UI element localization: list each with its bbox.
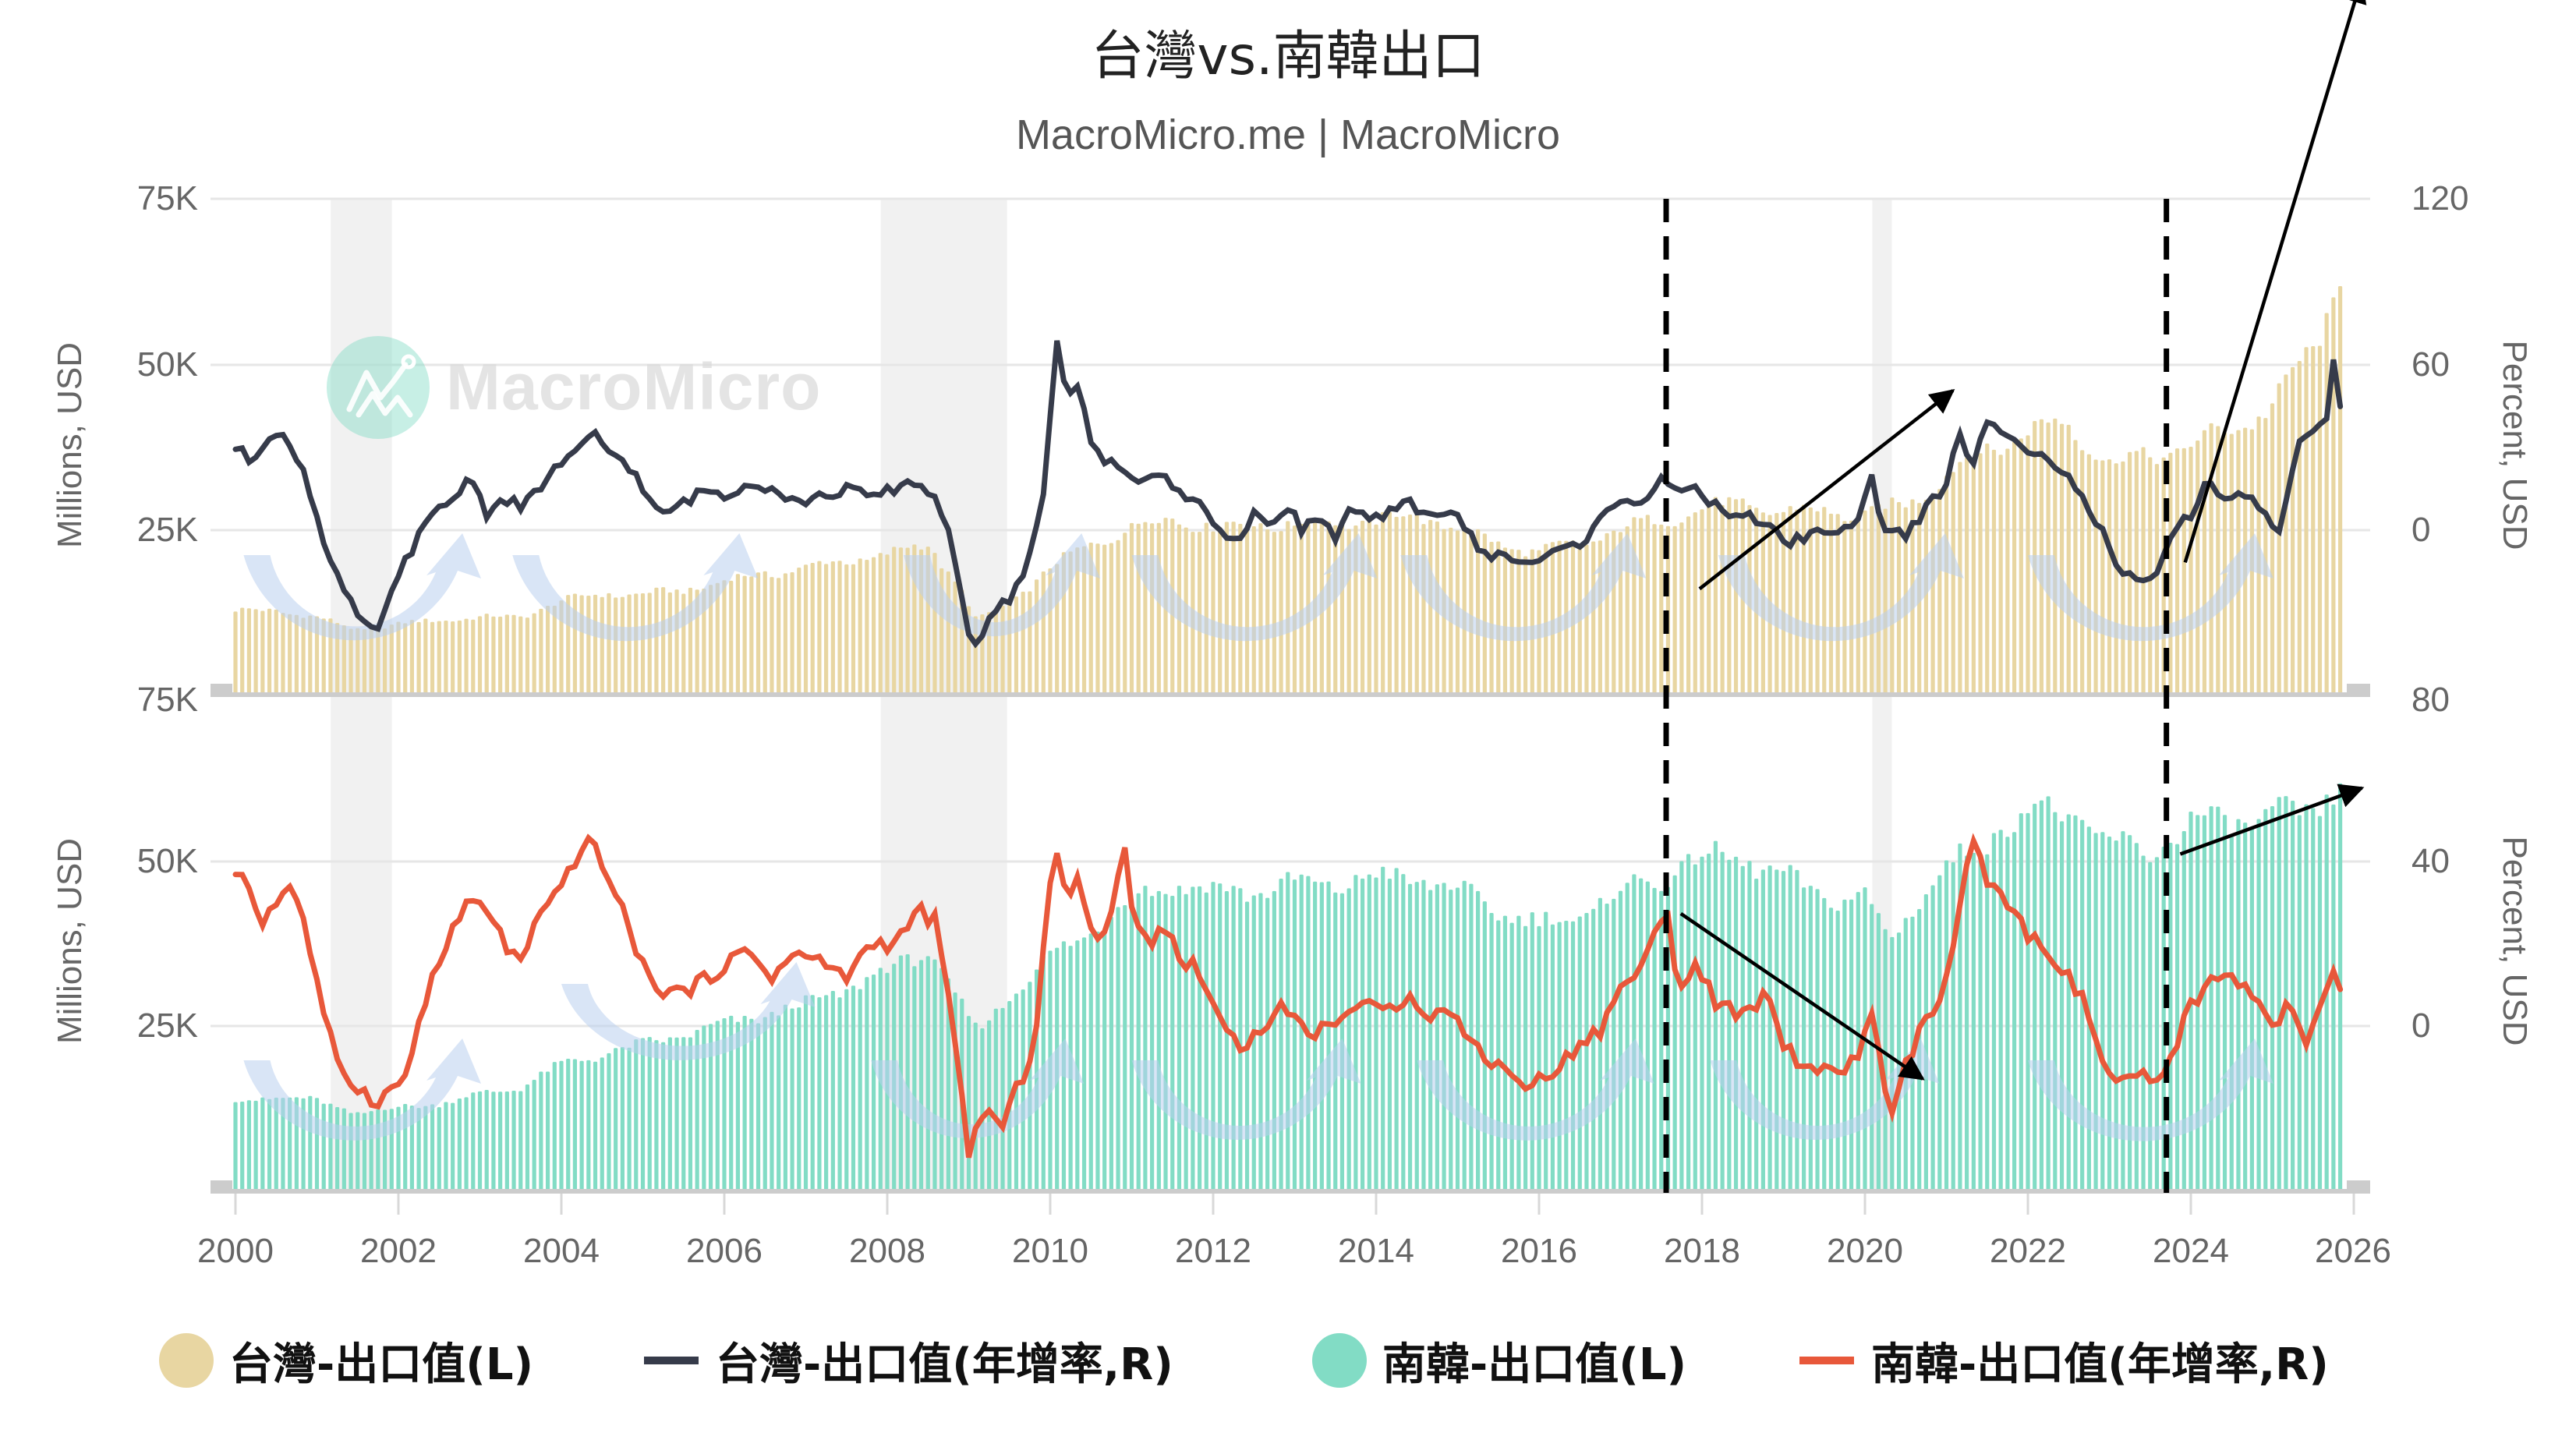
- x-tick-2020: 2020: [1827, 1232, 1903, 1270]
- macromicro-logo-icon: [327, 336, 430, 439]
- legend-bar-swatch-icon: [1312, 1333, 1367, 1388]
- y2-tick-bottom-40: 40: [2411, 842, 2450, 880]
- y2-tick-top-60: 60: [2411, 345, 2450, 384]
- y2-axis-title-bottom: Percent, USD: [2496, 836, 2534, 1046]
- y-axis-title-top: Millions, USD: [51, 341, 89, 549]
- x-tick-2014: 2014: [1338, 1232, 1414, 1270]
- x-tick-2024: 2024: [2153, 1232, 2229, 1270]
- y2-tick-top-0: 0: [2411, 511, 2431, 549]
- legend-bar-swatch-icon: [159, 1333, 214, 1388]
- x-tick-2006: 2006: [686, 1232, 763, 1270]
- legend-line-swatch-icon: [644, 1357, 699, 1364]
- legend-label: 台灣-出口值(L): [229, 1339, 534, 1390]
- legend-label: 南韓-出口值(年增率,R): [1871, 1339, 2329, 1390]
- y-tick-bottom-25k: 25K: [136, 1007, 198, 1045]
- gridlines: [211, 197, 2370, 1028]
- tw-export-bars: [233, 286, 2343, 695]
- x-tick-2000: 2000: [197, 1232, 274, 1270]
- legend-item-tw-growth[interactable]: 台灣-出口值(年增率,R): [644, 1329, 1173, 1392]
- chart-subtitle: MacroMicro.me | MacroMicro: [1015, 111, 1561, 158]
- cycle-arc-overlays: [243, 533, 2274, 1141]
- growth-lines: [232, 340, 2344, 1159]
- x-tick-2010: 2010: [1012, 1232, 1088, 1270]
- x-tick-2002: 2002: [360, 1232, 437, 1270]
- legend-line-swatch-icon: [1799, 1357, 1854, 1364]
- legend-item-kr-exports[interactable]: 南韓-出口值(L): [1312, 1329, 1686, 1392]
- y-axis-title-bottom: Millions, USD: [51, 837, 89, 1045]
- y2-axis-title-top: Percent, USD: [2496, 340, 2534, 550]
- x-tick-2026: 2026: [2315, 1232, 2391, 1270]
- y-tick-bottom-50k: 50K: [136, 842, 198, 880]
- x-tick-2022: 2022: [1990, 1232, 2066, 1270]
- y2-tick-top-120: 120: [2411, 179, 2469, 218]
- legend: 台灣-出口值(L) 台灣-出口值(年增率,R) 南韓-出口值(L) 南韓-出口值…: [0, 1329, 2576, 1392]
- legend-item-kr-growth[interactable]: 南韓-出口值(年增率,R): [1799, 1329, 2329, 1392]
- legend-item-tw-exports[interactable]: 台灣-出口值(L): [159, 1329, 533, 1392]
- annotation-arrows: [1663, 0, 2367, 1193]
- legend-label: 台灣-出口值(年增率,R): [716, 1339, 1173, 1390]
- x-tick-2004: 2004: [523, 1232, 600, 1270]
- x-tick-2012: 2012: [1175, 1232, 1251, 1270]
- y2-tick-bottom-80: 80: [2411, 681, 2450, 719]
- kr-export-bars: [233, 783, 2343, 1191]
- legend-label: 南韓-出口值(L): [1382, 1339, 1687, 1390]
- axis-lines: [211, 684, 2370, 1215]
- x-tick-2008: 2008: [849, 1232, 925, 1270]
- y-tick-top-75k: 75K: [136, 179, 198, 218]
- chart-title: 台灣vs.南韓出口: [1091, 26, 1485, 87]
- watermark-text: MacroMicro: [446, 350, 822, 423]
- y-tick-bottom-75k: 75K: [136, 681, 198, 719]
- y-tick-top-50k: 50K: [136, 345, 198, 384]
- y-tick-top-25k: 25K: [136, 511, 198, 549]
- y2-tick-bottom-0: 0: [2411, 1007, 2431, 1045]
- x-tick-2018: 2018: [1664, 1232, 1740, 1270]
- x-tick-2016: 2016: [1501, 1232, 1577, 1270]
